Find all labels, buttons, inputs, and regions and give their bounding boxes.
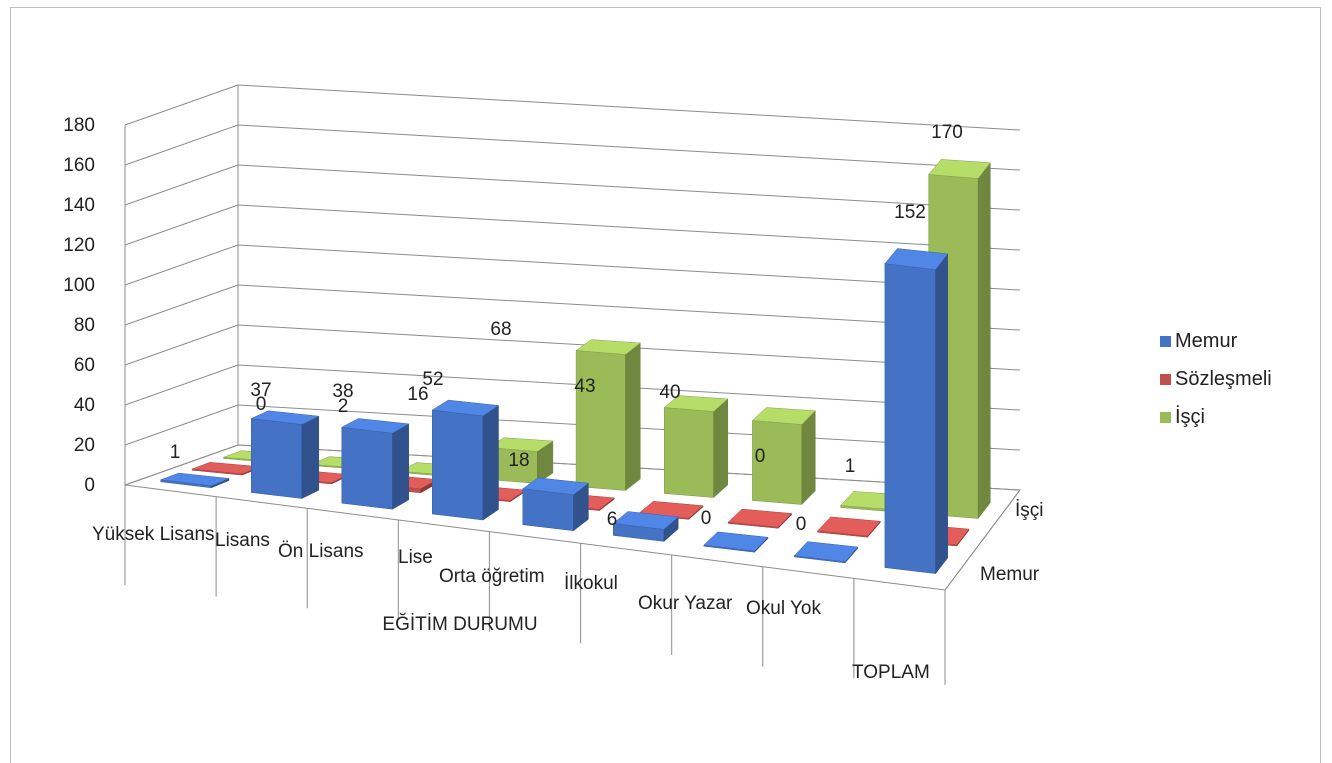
y-tick-label: 120 [63,235,95,256]
y-tick-label: 60 [74,355,95,376]
data-label-isci-okur-yazar: 40 [659,382,680,403]
category-label-lise: Lise [398,547,433,568]
bar-isci-ilkokul-side [713,398,729,499]
y-tick-label: 160 [63,155,95,176]
data-label-isci-orta-ogretim: 68 [490,319,511,340]
bar-memur-lisans-front [251,418,303,499]
bar-isci-okur-yazar-side [801,410,816,506]
bar-memur-lisans-side [301,415,320,499]
bar-memur-on-lisans-top [340,418,410,434]
bar-isci-orta-ogretim-top [575,339,641,355]
bar-isci-orta-ogretim-side [625,342,641,492]
back-wall [238,85,1020,490]
bar-isci-okur-yazar-top [751,407,816,425]
y-tick-label: 20 [74,435,95,456]
category-label-lisans: Lisans [215,530,270,551]
legend-item-memur: Memur [1160,322,1272,360]
bar-sozlesmeli-okul-yok-top [816,516,881,537]
data-label-memur-on-lisans: 38 [332,381,353,402]
data-label-memur-lise: 52 [422,369,443,390]
bar-memur-toplam-side [935,253,948,575]
bar-memur-lise-front [432,409,484,521]
data-label-isci-lise: 16 [407,384,428,405]
bar-memur-yuksek-lisans-top [160,472,230,487]
bar-memur-lisans-top [250,410,320,425]
bar-memur-lise-top [431,399,500,417]
bar-memur-okul-yok-top [793,541,859,562]
y-tick-label: 0 [84,475,95,496]
data-label-memur-ilkokul: 6 [607,509,618,530]
bar-memur-lise-side [482,405,499,521]
depth-label-isci: İşçi [1015,500,1044,521]
category-label-orta-ogretim: Orta öğretim [439,566,545,587]
depth-axis [944,489,1021,591]
data-label-memur-yuksek-lisans: 1 [170,442,181,463]
bar-memur-orta-ogretim-front [522,488,574,531]
data-label-memur-okur-yazar: 0 [701,508,712,529]
legend-item-isci: İşçi [1160,398,1272,436]
bar-isci-toplam-top [928,159,991,179]
data-label-isci-ilkokul: 43 [574,376,595,397]
data-label-sozlesmeli-on-lisans: 2 [338,396,349,417]
bar-memur-ilkokul-top [612,511,679,530]
category-label-yuksek-lisans: Yüksek Lisans [92,524,215,545]
y-tick-label: 180 [63,115,95,136]
data-label-memur-okul-yok: 0 [796,514,807,535]
depth-label-memur: Memur [980,564,1040,585]
y-tick-label: 140 [63,195,95,216]
bar-isci-ilkokul-top [663,395,729,412]
bar-sozlesmeli-okur-yazar-top [727,508,793,528]
category-label-okul-yok: Okul Yok [746,598,821,619]
legend-swatch-memur [1160,335,1171,347]
bar-isci-ilkokul-front [664,407,714,498]
y-tick-label: 40 [74,395,95,416]
bar-memur-orta-ogretim-top [522,477,590,495]
legend-item-sozlesmeli: Sözleşmeli [1160,360,1272,398]
legend-swatch-sozlesmeli [1160,373,1171,385]
y-tick-label: 80 [74,315,95,336]
bar-memur-okur-yazar-top [703,531,769,552]
legend: Memur Sözleşmeli İşçi [1160,322,1272,436]
data-label-sozlesmeli-lisans: 0 [256,394,267,415]
bar-memur-toplam-front [884,263,936,574]
bar-memur-on-lisans-side [392,423,409,510]
data-label-isci-toplam: 1 [845,456,856,477]
category-label-okur-yazar: Okur Yazar [638,593,733,614]
data-label-memur-toplam: 152 [894,202,926,223]
legend-label-isci: İşçi [1175,405,1205,428]
data-label-isci-toplam: 170 [931,122,963,143]
bar-memur-toplam-top [884,248,949,270]
data-label-memur-orta-ogretim: 18 [508,450,529,471]
category-label-toplam: TOPLAM [852,662,930,683]
y-tick-label: 100 [63,275,95,296]
category-label-ilkokul: İlkokul [564,573,618,594]
bar-isci-toplam-side [977,161,991,520]
legend-label-sozlesmeli: Sözleşmeli [1175,367,1272,390]
data-label-isci-okul-yok: 0 [755,446,766,467]
bar-isci-orta-ogretim-front [575,350,626,491]
chart-frame [10,7,1321,763]
category-label-on-lisans: Ön Lisans [278,541,364,562]
legend-swatch-isci [1160,411,1171,423]
x-axis-title: EĞİTİM DURUMU [382,613,537,635]
legend-label-memur: Memur [1175,329,1238,352]
data-label-memur-lisans: 37 [250,380,271,401]
bar-memur-on-lisans-front [341,426,393,510]
